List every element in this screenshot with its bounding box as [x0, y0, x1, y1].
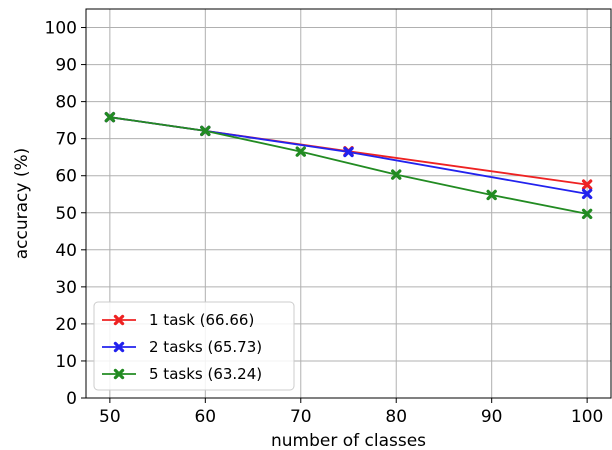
y-tick-label: 50 [55, 204, 77, 224]
series-3 [106, 114, 590, 218]
legend-label: 1 task (66.66) [149, 311, 254, 329]
x-tick-label: 100 [571, 407, 603, 427]
y-tick-label: 20 [55, 315, 77, 335]
y-tick-label: 10 [55, 352, 77, 372]
series-layer [106, 114, 590, 218]
y-tick-label: 0 [66, 389, 77, 409]
legend-label: 2 tasks (65.73) [149, 338, 262, 356]
x-tick-label: 50 [99, 407, 121, 427]
y-tick-label: 40 [55, 241, 77, 261]
legend: 1 task (66.66) 2 tasks (65.73) 5 tasks (63… [94, 302, 294, 390]
x-tick-label: 90 [481, 407, 503, 427]
y-tick-label: 90 [55, 56, 77, 76]
legend-label: 5 tasks (63.24) [149, 365, 262, 383]
y-tick-label: 80 [55, 93, 77, 113]
y-tick-label: 60 [55, 167, 77, 187]
x-axis-label: number of classes [271, 431, 426, 450]
x-tick-label: 80 [385, 407, 407, 427]
series-line [110, 117, 587, 194]
y-tick-label: 100 [45, 19, 77, 39]
y-tick-label: 70 [55, 130, 77, 150]
series-2 [106, 114, 590, 198]
y-axis-ticks: 0 10 20 30 40 50 60 70 80 90 100 [45, 19, 86, 409]
x-tick-label: 60 [194, 407, 216, 427]
x-tick-label: 70 [290, 407, 312, 427]
x-axis-ticks: 50 60 70 80 90 100 [99, 398, 603, 427]
y-axis-label: accuracy (%) [12, 148, 32, 260]
series-line [110, 117, 587, 214]
y-tick-label: 30 [55, 278, 77, 298]
